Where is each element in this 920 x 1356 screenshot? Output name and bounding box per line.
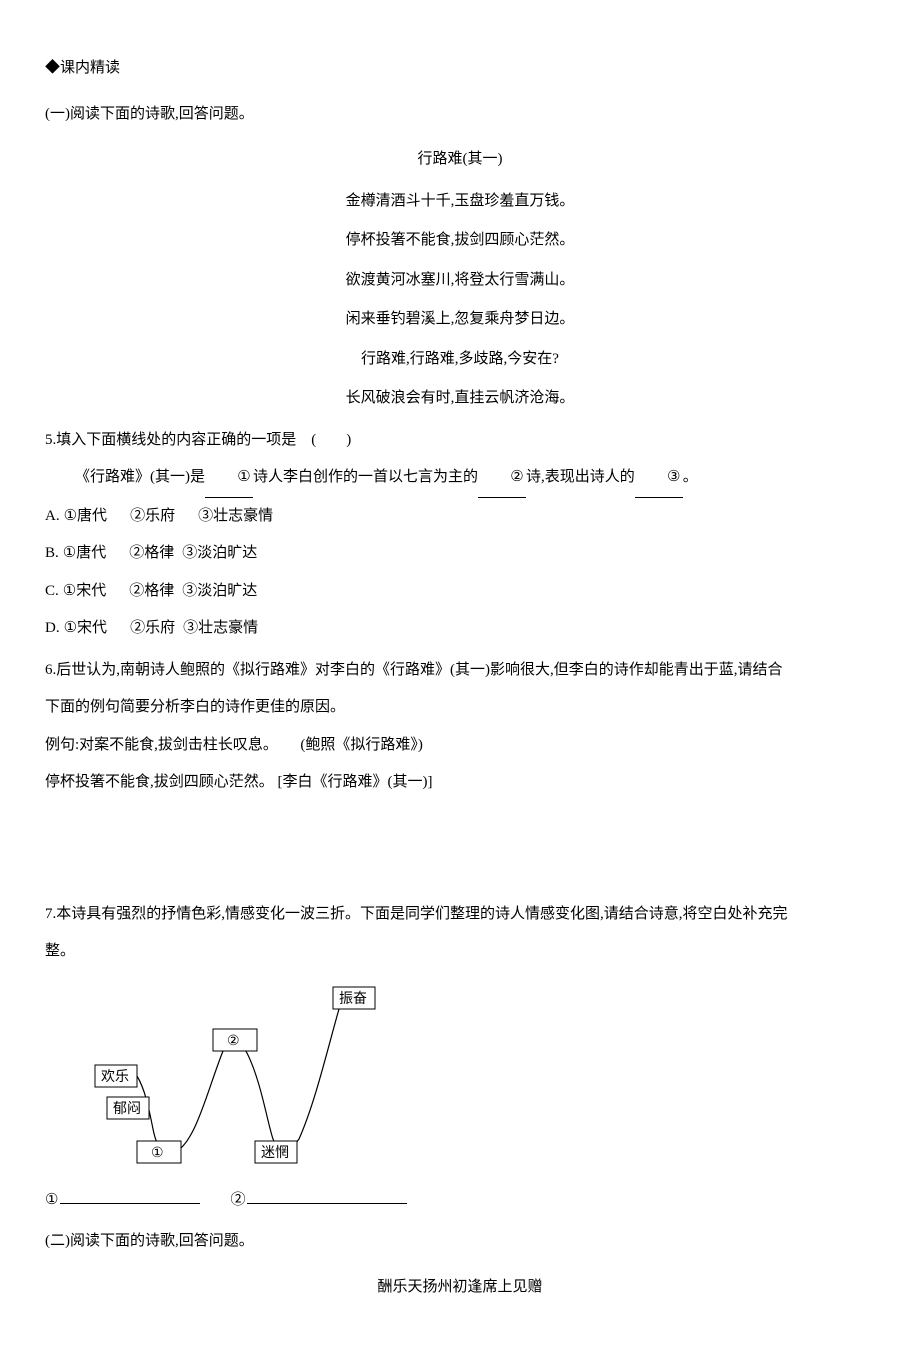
q5-option-a[interactable]: A.①唐代 ②乐府 ③壮志豪情 <box>45 498 875 536</box>
option-item: ③壮志豪情 <box>198 508 273 524</box>
fill-blank-1[interactable] <box>60 1203 200 1204</box>
poem-line: 金樽清酒斗十千,玉盘珍羞直万钱。 <box>45 183 875 221</box>
label-excited: 振奋 <box>339 991 367 1007</box>
q5-sentence: 《行路难》(其一)是①诗人李白创作的一首以七言为主的②诗,表现出诗人的③。 <box>45 459 875 498</box>
option-item: ①唐代 <box>64 508 107 524</box>
q6-stem2: 下面的例句简要分析李白的诗作更佳的原因。 <box>45 689 875 727</box>
q5-mid1: 诗人李白创作的一首以七言为主的 <box>253 469 478 485</box>
option-item: ③淡泊旷达 <box>182 583 257 599</box>
fill-blank-2[interactable] <box>247 1203 407 1204</box>
q5-blank1[interactable]: ① <box>205 459 253 498</box>
label-happy: 欢乐 <box>101 1069 129 1085</box>
label-gloom: 郁闷 <box>113 1101 141 1117</box>
option-item: ①宋代 <box>64 620 107 636</box>
section-header: ◆课内精读 <box>45 50 875 88</box>
q5-end: 。 <box>683 469 698 485</box>
option-label: D. <box>45 620 60 636</box>
option-item: ②乐府 <box>130 508 175 524</box>
option-item: ①唐代 <box>63 545 106 561</box>
q5-blank2[interactable]: ② <box>478 459 526 498</box>
fill-label-1: ① <box>45 1192 58 1208</box>
emotion-chart-svg: 欢乐 郁闷 ① ② 迷惘 振奋 <box>45 981 405 1176</box>
q5-blank3[interactable]: ③ <box>635 459 683 498</box>
part2-intro: (二)阅读下面的诗歌,回答问题。 <box>45 1223 875 1261</box>
answer-space <box>45 802 875 892</box>
part1-intro: (一)阅读下面的诗歌,回答问题。 <box>45 96 875 134</box>
q5-option-b[interactable]: B.①唐代 ②格律 ③淡泊旷达 <box>45 535 875 573</box>
option-label: A. <box>45 508 60 524</box>
q5-option-d[interactable]: D.①宋代 ②乐府 ③壮志豪情 <box>45 610 875 648</box>
poem-line: 欲渡黄河冰塞川,将登太行雪满山。 <box>45 262 875 300</box>
q7-stem1: 7.本诗具有强烈的抒情色彩,情感变化一波三折。下面是同学们整理的诗人情感变化图,… <box>45 896 875 934</box>
option-item: ①宋代 <box>63 583 106 599</box>
q7-stem2: 整。 <box>45 933 875 971</box>
poem-line: 闲来垂钓碧溪上,忽复乘舟梦日边。 <box>45 301 875 339</box>
q6-ex1: 例句:对案不能食,拔剑击柱长叹息。 (鲍照《拟行路难》) <box>45 727 875 765</box>
q6-stem1: 6.后世认为,南朝诗人鲍照的《拟行路难》对李白的《行路难》(其一)影响很大,但李… <box>45 652 875 690</box>
option-item: ②格律 <box>129 583 174 599</box>
label-blank2: ② <box>227 1034 240 1049</box>
q7-fill-row: ① ② <box>45 1182 875 1220</box>
poem-line: 停杯投箸不能食,拔剑四顾心茫然。 <box>45 222 875 260</box>
label-confused: 迷惘 <box>261 1145 289 1161</box>
poem-title: 行路难(其一) <box>45 141 875 179</box>
option-label: B. <box>45 545 59 561</box>
poem-line: 行路难,行路难,多歧路,今安在? <box>45 341 875 379</box>
q5-stem: 5.填入下面横线处的内容正确的一项是 ( ) <box>45 422 875 460</box>
q5-pre: 《行路难》(其一)是 <box>75 469 205 485</box>
option-item: ②格律 <box>129 545 174 561</box>
part2-poem-title: 酬乐天扬州初逢席上见赠 <box>45 1269 875 1307</box>
label-blank1: ① <box>151 1146 164 1161</box>
poem-line: 长风破浪会有时,直挂云帆济沧海。 <box>45 380 875 418</box>
emotion-diagram: 欢乐 郁闷 ① ② 迷惘 振奋 <box>45 981 875 1176</box>
option-item: ③淡泊旷达 <box>182 545 257 561</box>
option-item: ②乐府 <box>130 620 175 636</box>
q5-mid2: 诗,表现出诗人的 <box>526 469 635 485</box>
q5-option-c[interactable]: C.①宋代 ②格律 ③淡泊旷达 <box>45 573 875 611</box>
q6-ex2: 停杯投箸不能食,拔剑四顾心茫然。 [李白《行路难》(其一)] <box>45 764 875 802</box>
fill-label-2: ② <box>230 1192 245 1208</box>
option-item: ③壮志豪情 <box>183 620 258 636</box>
option-label: C. <box>45 583 59 599</box>
